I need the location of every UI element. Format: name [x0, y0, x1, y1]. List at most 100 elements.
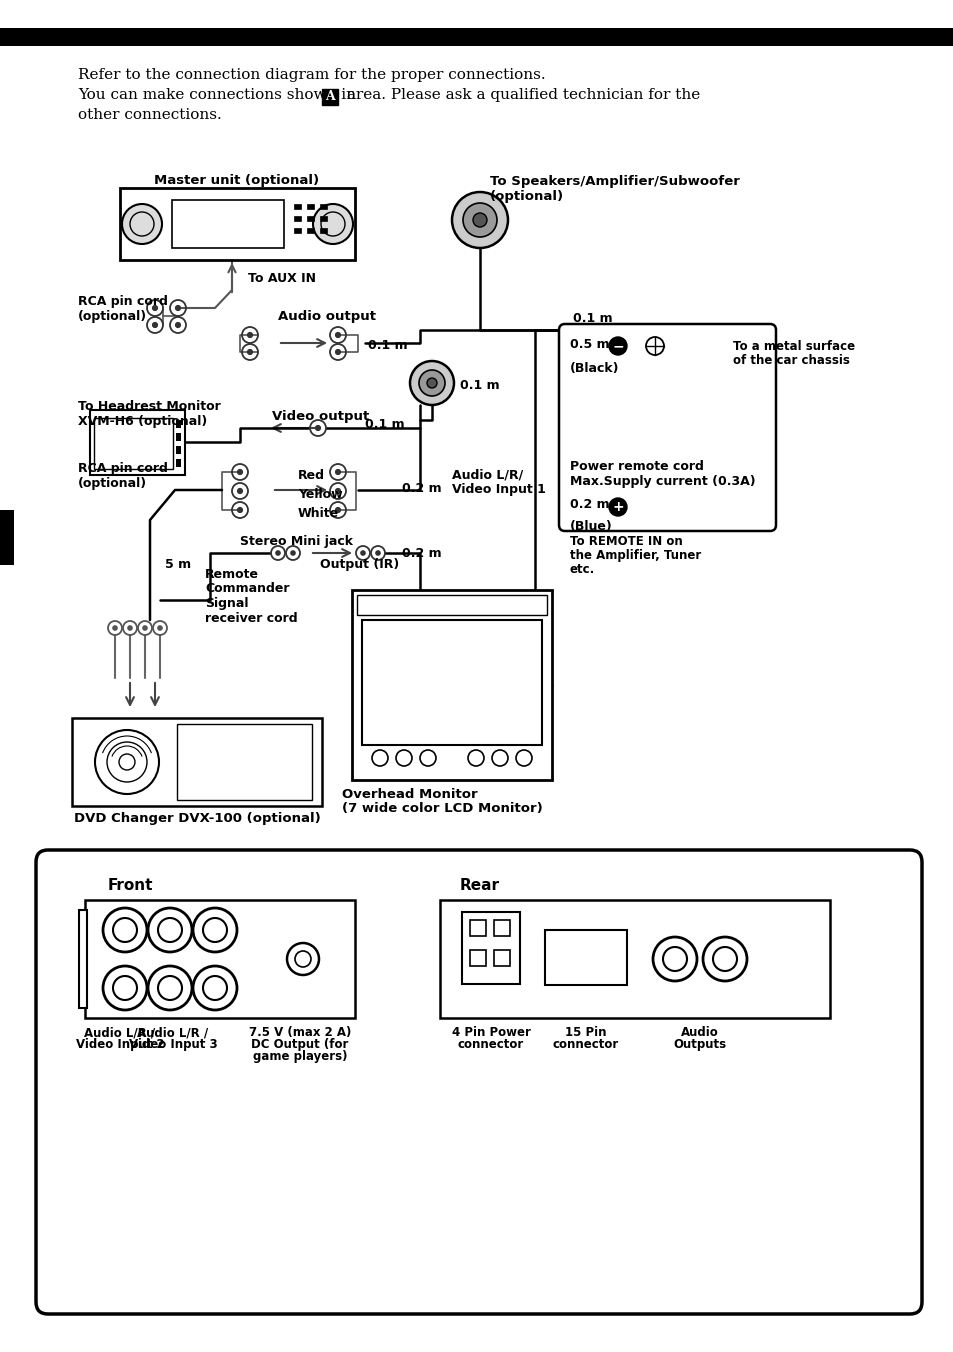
Text: Signal: Signal — [205, 598, 248, 610]
Text: XVM-H6 (optional): XVM-H6 (optional) — [78, 415, 207, 429]
Text: Audio: Audio — [680, 1026, 719, 1038]
Bar — [177, 725, 312, 800]
Circle shape — [335, 333, 340, 338]
Circle shape — [175, 323, 180, 327]
Circle shape — [248, 350, 253, 354]
Circle shape — [335, 507, 340, 512]
Text: of the car chassis: of the car chassis — [732, 354, 849, 366]
Circle shape — [237, 488, 242, 493]
Text: DVD Changer DVX-100 (optional): DVD Changer DVX-100 (optional) — [73, 813, 320, 825]
Bar — [322, 89, 337, 105]
Circle shape — [473, 214, 486, 227]
Text: Remote: Remote — [205, 568, 258, 581]
Text: connector: connector — [457, 1038, 523, 1051]
Circle shape — [152, 306, 157, 311]
Bar — [494, 919, 510, 936]
Circle shape — [158, 626, 162, 630]
Bar — [175, 433, 181, 441]
Bar — [175, 420, 181, 429]
Bar — [294, 216, 301, 220]
Text: Rear: Rear — [459, 877, 499, 894]
Text: receiver cord: receiver cord — [205, 612, 297, 625]
Circle shape — [143, 626, 147, 630]
Bar — [307, 216, 314, 220]
Bar — [85, 900, 355, 1018]
Text: +: + — [612, 500, 623, 514]
Text: 0.1 m: 0.1 m — [459, 379, 499, 392]
Circle shape — [335, 488, 340, 493]
Text: (Black): (Black) — [569, 362, 618, 375]
Bar — [0, 28, 953, 46]
Text: To Speakers/Amplifier/Subwoofer: To Speakers/Amplifier/Subwoofer — [490, 174, 740, 188]
Bar — [494, 950, 510, 965]
Text: Red: Red — [297, 469, 325, 483]
Circle shape — [375, 550, 379, 556]
Bar — [319, 204, 327, 210]
Text: connector: connector — [553, 1038, 618, 1051]
Text: game players): game players) — [253, 1051, 347, 1063]
Text: (Blue): (Blue) — [569, 521, 612, 533]
Text: To Headrest Monitor: To Headrest Monitor — [78, 400, 220, 412]
Text: Video Input 3: Video Input 3 — [129, 1038, 217, 1051]
Text: other connections.: other connections. — [78, 108, 221, 122]
Circle shape — [122, 204, 162, 243]
Circle shape — [291, 550, 294, 556]
Text: Refer to the connection diagram for the proper connections.: Refer to the connection diagram for the … — [78, 68, 545, 82]
Text: Output (IR): Output (IR) — [319, 558, 399, 571]
Bar — [319, 228, 327, 233]
Bar — [361, 621, 541, 745]
Text: 7.5 V (max 2 A): 7.5 V (max 2 A) — [249, 1026, 351, 1038]
Circle shape — [427, 379, 436, 388]
Bar — [294, 204, 301, 210]
Text: the Amplifier, Tuner: the Amplifier, Tuner — [569, 549, 700, 562]
Circle shape — [335, 350, 340, 354]
Text: area. Please ask a qualified technician for the: area. Please ask a qualified technician … — [341, 88, 700, 101]
Bar — [94, 418, 172, 469]
Circle shape — [237, 469, 242, 475]
Bar — [172, 200, 284, 247]
Bar — [356, 595, 546, 615]
Circle shape — [462, 203, 497, 237]
Text: Yellow: Yellow — [297, 488, 342, 502]
Text: Video Input 2: Video Input 2 — [75, 1038, 164, 1051]
Text: 5 m: 5 m — [165, 558, 191, 571]
Bar — [294, 228, 301, 233]
Text: You can make connections shown in: You can make connections shown in — [78, 88, 355, 101]
Text: −: − — [612, 339, 623, 353]
Text: 0.2 m: 0.2 m — [401, 548, 441, 560]
Text: (optional): (optional) — [78, 310, 147, 323]
Text: 0.1 m: 0.1 m — [368, 339, 407, 352]
Text: Video output: Video output — [272, 410, 369, 423]
Text: RCA pin cord: RCA pin cord — [78, 295, 168, 308]
Bar — [461, 913, 519, 984]
Bar — [352, 589, 552, 780]
Text: 0.1 m: 0.1 m — [573, 312, 612, 324]
Bar — [79, 910, 87, 1009]
Text: Max.Supply current (0.3A): Max.Supply current (0.3A) — [569, 475, 755, 488]
Bar — [71, 718, 322, 806]
Circle shape — [248, 333, 253, 338]
Text: Video Input 1: Video Input 1 — [452, 483, 545, 496]
Text: etc.: etc. — [569, 562, 595, 576]
Text: To AUX IN: To AUX IN — [248, 272, 315, 284]
Text: Master unit (optional): Master unit (optional) — [154, 174, 319, 187]
Bar — [175, 458, 181, 466]
Bar — [544, 930, 626, 986]
Text: Audio output: Audio output — [277, 310, 375, 323]
Circle shape — [313, 204, 353, 243]
Bar — [307, 204, 314, 210]
Text: RCA pin cord: RCA pin cord — [78, 462, 168, 475]
Text: Audio L/R /: Audio L/R / — [85, 1026, 155, 1038]
Bar — [0, 510, 14, 565]
Text: 0.1 m: 0.1 m — [365, 418, 404, 431]
Text: (7 wide color LCD Monitor): (7 wide color LCD Monitor) — [341, 802, 542, 815]
Circle shape — [410, 361, 454, 406]
Text: A: A — [325, 91, 335, 104]
Circle shape — [608, 498, 626, 516]
Circle shape — [418, 370, 444, 396]
Bar — [470, 950, 485, 965]
Circle shape — [360, 550, 365, 556]
Circle shape — [112, 626, 117, 630]
Text: Commander: Commander — [205, 581, 289, 595]
Circle shape — [335, 469, 340, 475]
